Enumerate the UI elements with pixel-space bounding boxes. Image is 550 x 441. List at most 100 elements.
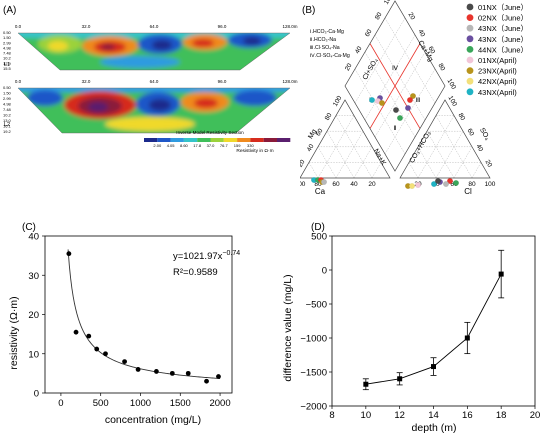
region-divider	[369, 43, 421, 129]
sample-legend-marker	[466, 14, 474, 21]
section-l1	[17, 32, 291, 71]
axis-tick: 100	[383, 0, 395, 6]
x-tick-label: 8	[329, 410, 334, 421]
legend-value: 4.05	[167, 143, 176, 148]
sample-point	[453, 180, 459, 186]
sample-legend-label: 43NX（June）	[478, 35, 528, 44]
section-depth-tick: 13.0	[3, 118, 12, 123]
grid-line	[435, 115, 473, 179]
section-name: L2	[4, 122, 10, 128]
panel-d-label: (D)	[311, 222, 325, 233]
region-numeral: Ⅳ	[392, 65, 399, 72]
grid-line	[317, 146, 337, 179]
resistivity-color-legend: Inverse Model Resistivity Section 2.00 4.0…	[144, 130, 291, 154]
grid-line	[426, 131, 455, 179]
axis-label-cl-so4: Cl+SO₄	[362, 57, 380, 81]
x-tick-label: 16	[462, 410, 473, 421]
sample-point	[447, 178, 453, 184]
section-depth-tick: 10.2	[3, 113, 12, 118]
axis-tick: 80	[456, 112, 466, 122]
y-tick-label: −2000	[300, 402, 327, 413]
section-depth-tick: 2.99	[3, 96, 12, 101]
axis-label-na-k: Na+K	[372, 148, 387, 167]
grid-line	[335, 131, 364, 179]
grid-line	[471, 162, 482, 179]
sample-legend-marker	[466, 56, 474, 64]
legend-swatch	[277, 138, 291, 142]
axis-label-so4: SO₄	[478, 127, 491, 142]
data-point	[216, 374, 221, 379]
data-point	[169, 370, 175, 376]
y-tick-label: −1500	[300, 368, 327, 379]
data-point	[135, 367, 141, 372]
sample-point	[407, 97, 413, 103]
data-point	[154, 369, 159, 374]
legend-swatch	[183, 138, 198, 142]
x-axis-title: depth (m)	[412, 422, 457, 434]
region-numeral: Ⅲ	[416, 97, 421, 104]
chart-d-series	[362, 249, 505, 391]
grid-line	[453, 146, 473, 179]
section-depth-tick: 7.48	[3, 51, 12, 56]
x-tick-label: 14	[428, 410, 439, 421]
sample-point	[415, 182, 421, 188]
x-tick-label: 1500	[170, 398, 191, 409]
axis-label-co3-hco3: CO₃+HCO₃	[409, 130, 433, 165]
section-depth-tick: 10.2	[3, 56, 12, 61]
panel-d: (D) 8 10 12 14 16 18 20 −2000 −1500 −1000 −500 0 500…	[275, 218, 550, 436]
grid-line	[308, 162, 319, 179]
fit-equation: y=1021.97x−0.74	[173, 250, 240, 262]
hydrochemical-type-item: Ⅰ.HCO₃-Ca·Mg	[310, 29, 344, 35]
sample-legend-marker	[466, 67, 474, 74]
y-tick-label: 0	[322, 266, 327, 277]
legend-swatch	[263, 138, 277, 142]
section-depth-tick: 1.50	[3, 35, 12, 40]
axis-tick: 60	[364, 28, 374, 38]
legend-swatch	[197, 138, 211, 142]
legend-unit: Resistivity in Ω·m	[236, 148, 273, 154]
section-x-tick: 96.0	[218, 24, 227, 29]
sample-legend-label: 01NX（June）	[478, 3, 528, 12]
data-point	[464, 335, 470, 341]
legend-value: 2.00	[153, 143, 162, 148]
grid-line	[317, 115, 355, 179]
data-point	[204, 378, 209, 384]
section-x-tick: 96.0	[218, 79, 227, 84]
section-x-tick: 128.0m	[282, 24, 297, 29]
section-x-tick: 32.0	[82, 24, 91, 29]
section-depth-tick: 15.5	[3, 66, 12, 71]
legend-swatch	[144, 138, 158, 142]
hydrochemical-type-item: Ⅲ.Cl·SO₄-Na	[310, 45, 340, 51]
piper-sample-points	[311, 93, 459, 189]
hydrochemical-type-item: Ⅱ.HCO₃-Na	[310, 37, 336, 43]
data-point	[103, 351, 108, 357]
power-fit-line	[67, 249, 221, 379]
sample-legend-label: 02NX（June）	[478, 14, 528, 23]
x-tick-label: 10	[361, 410, 372, 421]
y-tick-label: 0	[34, 389, 39, 400]
grid-line	[335, 115, 373, 179]
data-point	[86, 333, 92, 339]
section-x-tick: 128.0m	[282, 79, 297, 84]
sample-point	[409, 183, 415, 189]
legend-value: 8.60	[180, 143, 189, 148]
sample-legend-marker	[466, 35, 474, 43]
sample-legend-marker	[466, 46, 474, 53]
chart-c-points	[66, 251, 221, 384]
x-tick-label: 2000	[209, 398, 230, 409]
y-tick-label: −500	[306, 300, 327, 311]
axis-tick: 60	[465, 128, 475, 138]
legend-swatch	[250, 138, 264, 142]
sample-point	[393, 107, 399, 113]
grid-line	[435, 131, 464, 179]
section-depth-tick: 2.99	[3, 40, 12, 45]
chart-c-axes: 0 500 1000 1500 2000 0 10 20 30 40	[28, 232, 233, 409]
legend-value: 17.8	[193, 143, 202, 148]
grid-line	[353, 146, 373, 179]
r-squared: R²=0.9589	[173, 267, 218, 278]
grid-line	[417, 146, 437, 179]
sample-point	[405, 105, 411, 111]
grid-line	[326, 131, 355, 179]
axis-tick: 100	[446, 78, 458, 91]
plot-frame	[331, 235, 536, 407]
